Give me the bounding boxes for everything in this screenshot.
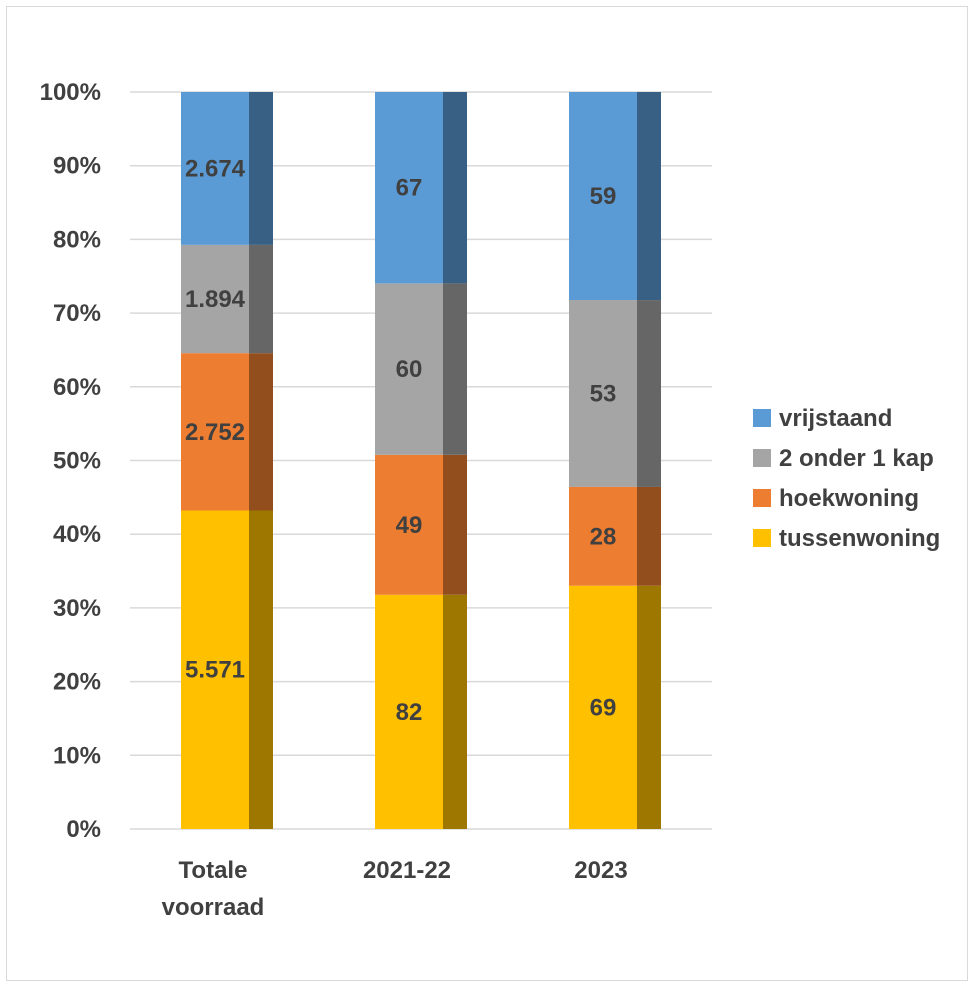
y-tick-label: 40% bbox=[53, 521, 101, 548]
data-label: 28 bbox=[590, 523, 617, 550]
bar-segment bbox=[181, 510, 249, 829]
bar-segment-side bbox=[443, 92, 467, 284]
y-tick-label: 0% bbox=[66, 816, 101, 843]
y-tick-label: 20% bbox=[53, 669, 101, 696]
bar-segment bbox=[375, 92, 443, 284]
data-label: 59 bbox=[590, 183, 617, 210]
y-tick-label: 70% bbox=[53, 300, 101, 327]
y-tick-label: 50% bbox=[53, 448, 101, 475]
data-label: 69 bbox=[590, 694, 617, 721]
data-label: 2.674 bbox=[185, 155, 246, 182]
data-label: 60 bbox=[396, 356, 423, 383]
bar-segment-side bbox=[637, 486, 661, 586]
bar-segment bbox=[569, 92, 637, 301]
data-label: 82 bbox=[396, 699, 423, 726]
x-category-label: 2021-22 bbox=[363, 857, 451, 884]
bar-segment-side bbox=[443, 283, 467, 455]
bar-segment-side bbox=[249, 92, 273, 245]
bar-segment bbox=[181, 244, 249, 354]
x-category-label: 2023 bbox=[574, 857, 627, 884]
legend-label: tussenwoning bbox=[779, 525, 940, 552]
y-tick-label: 60% bbox=[53, 374, 101, 401]
chart-frame bbox=[6, 6, 968, 981]
legend-swatch bbox=[753, 409, 771, 427]
legend-label: hoekwoning bbox=[779, 485, 919, 512]
data-label: 53 bbox=[590, 381, 617, 408]
x-category-label: voorraad bbox=[162, 894, 265, 921]
data-label: 67 bbox=[396, 175, 423, 202]
bar-segment bbox=[569, 585, 637, 829]
bar-segment bbox=[375, 594, 443, 829]
bar-segment bbox=[569, 300, 637, 487]
bar-segment-side bbox=[249, 510, 273, 829]
bar-segment bbox=[569, 486, 637, 586]
bar-segment-side bbox=[637, 300, 661, 487]
bar-segment-side bbox=[443, 454, 467, 595]
legend-label: 2 onder 1 kap bbox=[779, 445, 934, 472]
legend-swatch bbox=[753, 529, 771, 547]
bar-segment bbox=[375, 283, 443, 455]
bar-segment-side bbox=[637, 92, 661, 301]
y-tick-label: 10% bbox=[53, 742, 101, 769]
bar-segment bbox=[181, 353, 249, 511]
legend-label: vrijstaand bbox=[779, 405, 892, 432]
y-tick-label: 80% bbox=[53, 226, 101, 253]
data-label: 1.894 bbox=[185, 286, 246, 313]
bar-segment bbox=[375, 454, 443, 595]
legend-swatch bbox=[753, 489, 771, 507]
bar-segment-side bbox=[443, 594, 467, 829]
legend-swatch bbox=[753, 449, 771, 467]
bar-segment-side bbox=[249, 244, 273, 354]
bar-segment bbox=[181, 92, 249, 245]
data-label: 2.752 bbox=[185, 419, 245, 446]
bar-segment-side bbox=[249, 353, 273, 511]
y-tick-label: 30% bbox=[53, 595, 101, 622]
data-label: 49 bbox=[396, 512, 423, 539]
x-category-label: Totale bbox=[179, 857, 248, 884]
y-tick-label: 100% bbox=[40, 79, 101, 106]
data-label: 5.571 bbox=[185, 657, 245, 684]
y-tick-label: 90% bbox=[53, 153, 101, 180]
bar-segment-side bbox=[637, 585, 661, 829]
